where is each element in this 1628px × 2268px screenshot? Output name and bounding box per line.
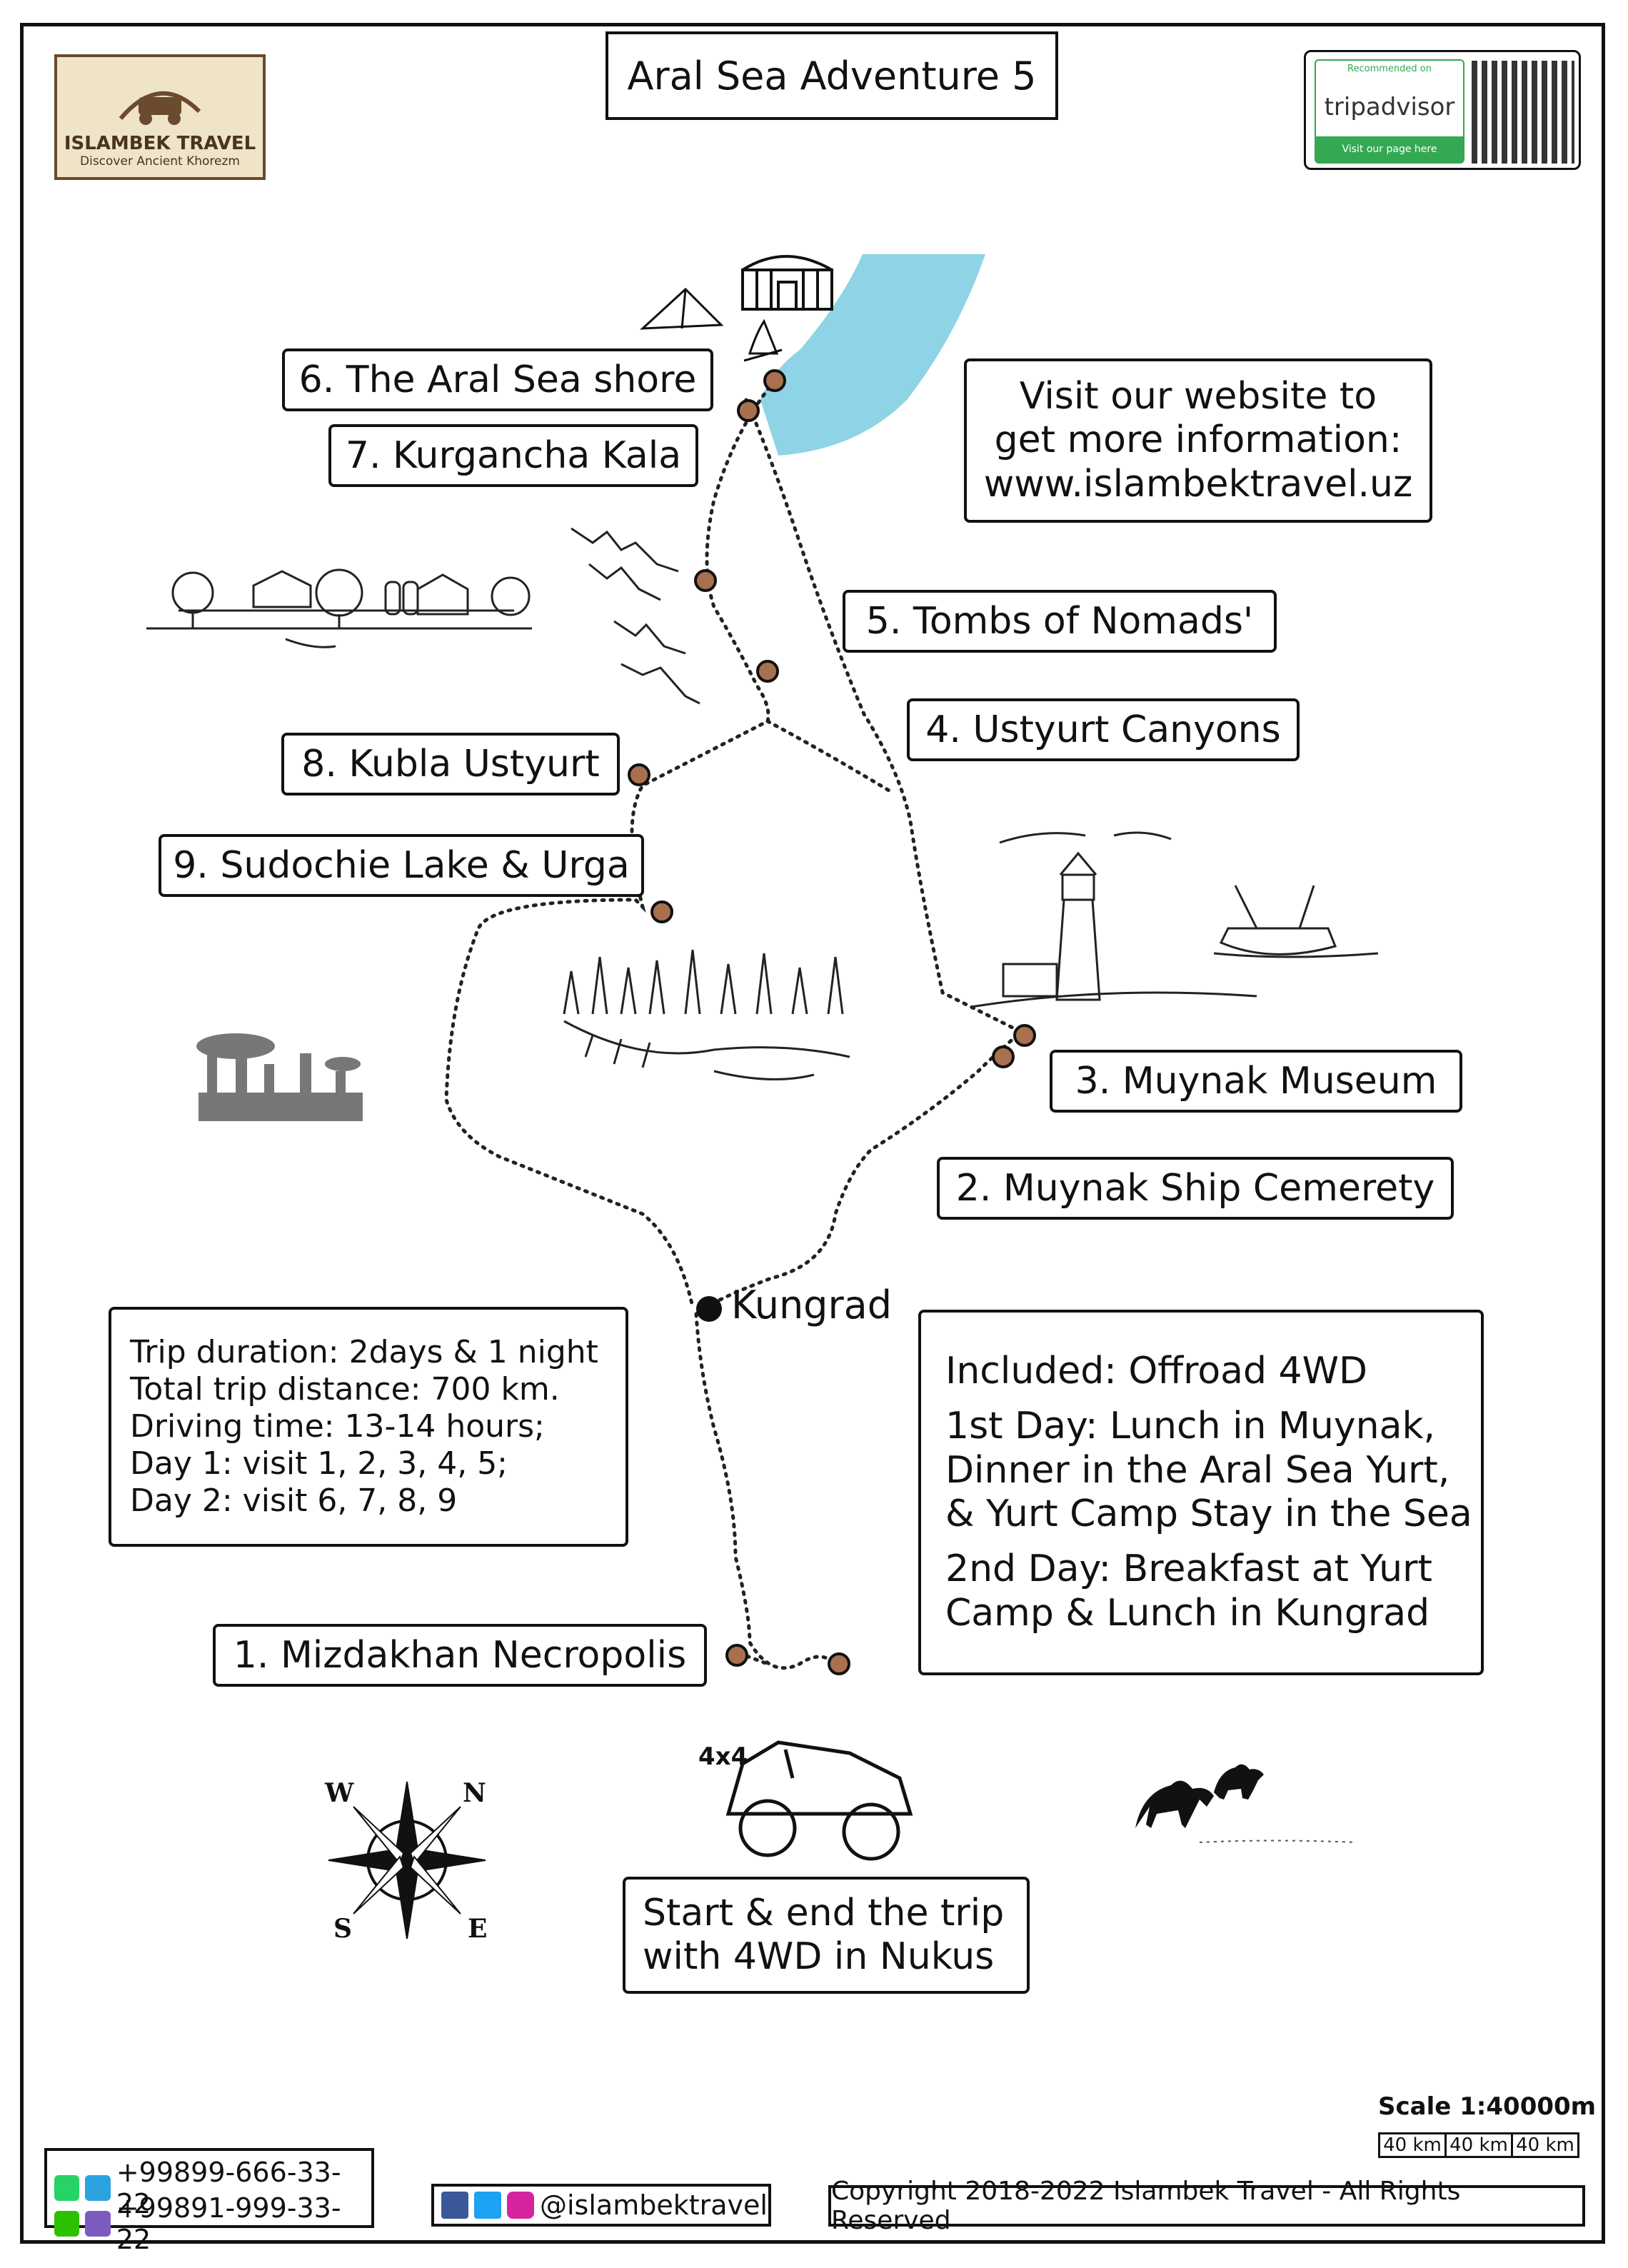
shipwreck-illustration: [1213, 885, 1379, 958]
marker-3: [1013, 1024, 1036, 1047]
label-mizdakhan-necropolis: 1. Mizdakhan Necropolis: [213, 1624, 707, 1687]
marker-4: [756, 660, 779, 683]
tripadvisor-logo: tripadvisor: [1324, 93, 1455, 121]
facebook-icon[interactable]: [441, 2192, 468, 2219]
twitter-icon[interactable]: [474, 2192, 501, 2219]
route-lines: [444, 378, 1025, 1670]
compass-e: E: [468, 1914, 488, 1944]
scale-label: Scale 1:40000m: [1378, 2092, 1597, 2121]
social-box: @islambektravel: [431, 2184, 771, 2227]
instagram-icon[interactable]: [507, 2192, 534, 2219]
copyright-box: Copyright 2018-2022 Islambek Travel - Al…: [828, 2177, 1585, 2235]
lake-forest-illustration: [563, 949, 850, 1080]
farm-illustration: [146, 568, 532, 648]
logo-car-icon: [119, 91, 201, 125]
copyright-text: Copyright 2018-2022 Islambek Travel - Al…: [831, 2177, 1461, 2235]
whatsapp-icon[interactable]: [54, 2175, 80, 2201]
marker-2: [992, 1045, 1015, 1068]
aral-sea: [760, 254, 985, 456]
tripadvisor-cta[interactable]: Visit our page here: [1316, 136, 1463, 162]
marker-9: [650, 900, 673, 923]
marker-8: [628, 763, 650, 786]
trip-info-box: Trip duration: 2days & 1 night Total tri…: [109, 1307, 628, 1547]
label-ustyurt-canyons: 4. Ustyurt Canyons: [907, 698, 1300, 761]
campfire-icon: [743, 318, 783, 362]
scale-seg-1: 40 km: [1380, 2134, 1447, 2156]
marker-7: [737, 399, 760, 422]
marker-6: [763, 369, 786, 392]
map-frame: [20, 23, 1605, 2244]
qr-code-icon[interactable]: [1472, 61, 1574, 164]
website-info-box[interactable]: Visit our website to get more informatio…: [964, 358, 1432, 523]
scale-seg-2: 40 km: [1447, 2134, 1513, 2156]
label-aral-sea-shore: 6. The Aral Sea shore: [282, 348, 713, 411]
marker-1b: [828, 1652, 850, 1675]
tent-icon: [639, 287, 724, 330]
marker-1a: [725, 1644, 748, 1667]
phone-2[interactable]: +99891-999-33-22: [116, 2192, 341, 2255]
logo-name: ISLAMBEK TRAVEL: [64, 133, 256, 154]
yurt-icon: [741, 255, 833, 311]
company-logo[interactable]: ISLAMBEK TRAVEL Discover Ancient Khorezm: [54, 54, 266, 180]
page-title: Aral Sea Adventure 5: [627, 53, 1037, 99]
compass-rose-icon: [328, 1781, 486, 1940]
label-kurgancha-kala: 7. Kurgancha Kala: [328, 424, 698, 487]
marker-5: [694, 569, 717, 592]
scale-bar: 40 km 40 km 40 km: [1378, 2132, 1579, 2158]
mountains-illustration: [571, 527, 700, 705]
label-muynak-ship-cemetery: 2. Muynak Ship Cemerety: [937, 1157, 1454, 1220]
compass-s: S: [333, 1914, 352, 1944]
included-box: Included: Offroad 4WD 1st Day: Lunch in …: [918, 1310, 1484, 1675]
website-line-2: get more information:: [994, 418, 1402, 462]
label-tombs-of-nomads: 5. Tombs of Nomads': [843, 590, 1277, 653]
scale-seg-3: 40 km: [1516, 2134, 1574, 2156]
start-end-box: Start & end the trip with 4WD in Nukus: [623, 1877, 1030, 1994]
camels-illustration: [1135, 1764, 1357, 1843]
label-muynak-museum: 3. Muynak Museum: [1050, 1050, 1462, 1113]
telegram-icon[interactable]: [85, 2175, 111, 2201]
label-kubla-ustyurt: 8. Kubla Ustyurt: [281, 733, 620, 796]
label-kungrad: Kungrad: [731, 1283, 893, 1328]
compass-w: W: [325, 1778, 354, 1808]
wechat-icon[interactable]: [54, 2211, 80, 2237]
viber-icon[interactable]: [85, 2211, 111, 2237]
title-box: Aral Sea Adventure 5: [606, 31, 1058, 120]
tripadvisor-recommended: Recommended on: [1347, 64, 1432, 74]
phone-1[interactable]: +99899-666-33-22: [116, 2157, 341, 2219]
label-sudochie-lake: 9. Sudochie Lake & Urga: [159, 834, 644, 897]
factory-illustration: [196, 1033, 363, 1121]
compass-n: N: [463, 1778, 486, 1808]
logo-tagline: Discover Ancient Khorezm: [80, 154, 240, 169]
contact-box: +99899-666-33-22 +99891-999-33-22: [44, 2148, 374, 2255]
website-url[interactable]: www.islambektravel.uz: [983, 462, 1413, 506]
lighthouse-illustration: [970, 831, 1257, 1008]
place-markers: [628, 369, 1036, 1675]
offroad-car-icon: [725, 1740, 913, 1861]
social-handle[interactable]: @islambektravel: [540, 2189, 768, 2221]
website-line-1: Visit our website to: [1019, 374, 1377, 418]
tripadvisor-badge[interactable]: Recommended on tripadvisor Visit our pag…: [1304, 50, 1581, 170]
car-label: 4x4: [698, 1742, 748, 1771]
kungrad-dot: [696, 1296, 722, 1322]
